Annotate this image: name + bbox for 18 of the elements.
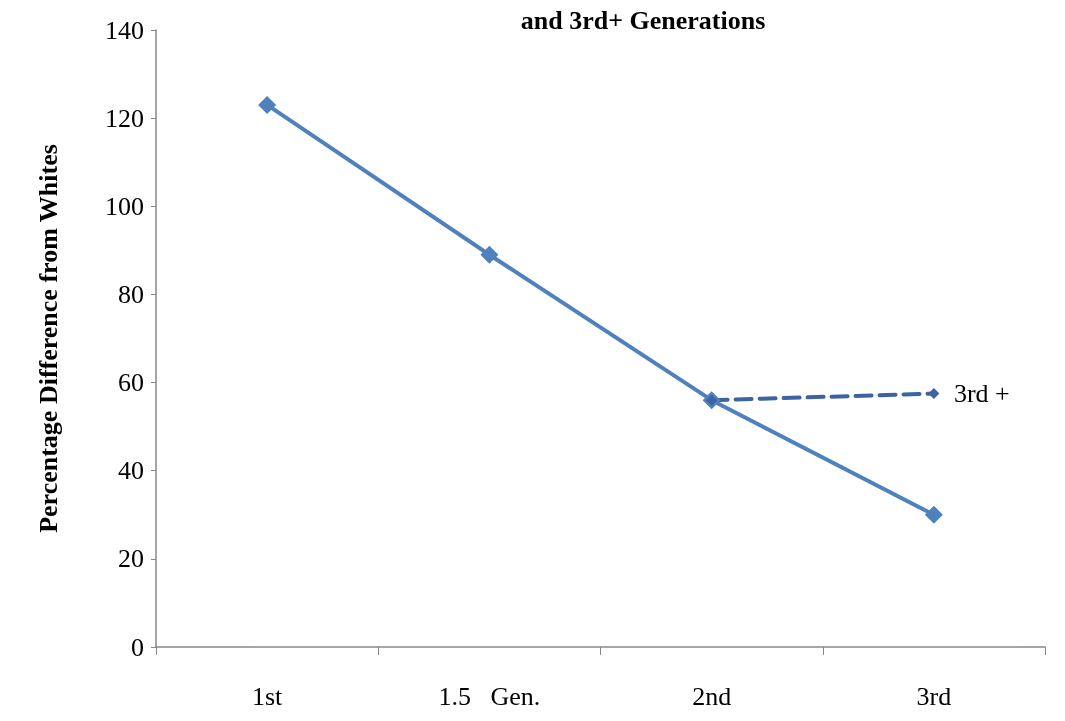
x-tick-label: 1st xyxy=(251,681,284,711)
y-tick-label: 120 xyxy=(105,103,144,133)
point xyxy=(480,245,499,264)
x-tick-label: 1.5 Gen. xyxy=(438,681,541,711)
y-tick-label: 40 xyxy=(118,456,144,486)
x-tick-label: 3rd xyxy=(916,681,952,711)
x-tick-label: 2nd xyxy=(692,681,732,711)
point xyxy=(924,505,943,524)
y-tick-label: 0 xyxy=(131,632,144,662)
y-axis-title: Percentage Difference from Whites xyxy=(33,144,63,533)
y-tick-label: 80 xyxy=(118,279,144,309)
y-tick-label: 20 xyxy=(118,544,144,574)
y-tick-label: 60 xyxy=(118,368,144,398)
y-tick-label: 140 xyxy=(105,15,144,45)
point xyxy=(258,95,277,114)
series-label: 3rd + xyxy=(953,379,1010,409)
y-tick-label: 100 xyxy=(105,191,144,221)
chart-title: and 3rd+ Generations xyxy=(520,5,766,35)
